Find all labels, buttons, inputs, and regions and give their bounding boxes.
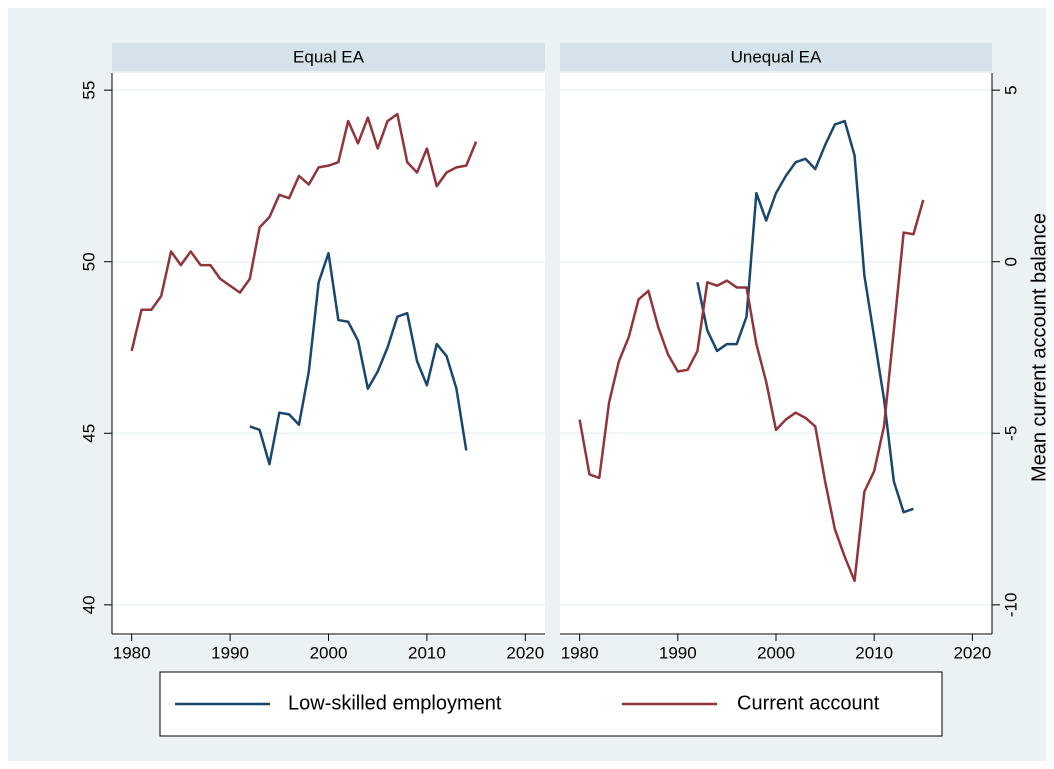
y2-tick-label: 5 [1001, 85, 1020, 94]
series-line [696, 119, 914, 514]
x-tick-label: 2000 [757, 643, 795, 662]
strip [560, 43, 992, 71]
series-line [249, 251, 468, 466]
y2-tick-label: -5 [1001, 426, 1020, 441]
y-tick-label: 45 [79, 424, 98, 443]
x-tick-label: 1980 [113, 643, 151, 662]
x-tick-label: 1990 [211, 643, 249, 662]
x-tick-label: 2020 [953, 643, 991, 662]
y-tick-label: 55 [79, 81, 98, 100]
legend-label: Low-skilled employment [288, 692, 502, 714]
x-tick-label: 2000 [310, 643, 348, 662]
series-line [578, 199, 925, 583]
x-tick-label: 1990 [659, 643, 697, 662]
x-tick-label: 2010 [855, 643, 893, 662]
legend-label: Current account [737, 692, 880, 714]
panel-title: Unequal EA [731, 47, 822, 66]
y2-tick-label: 0 [1001, 257, 1020, 266]
x-tick-label: 1980 [561, 643, 599, 662]
legend-box [159, 671, 943, 737]
x-tick-label: 2010 [408, 643, 446, 662]
series-line [130, 112, 478, 352]
y2-tick-label: -10 [1001, 593, 1020, 618]
y-tick-label: 50 [79, 252, 98, 271]
y2-axis-title: Mean current account balance [1028, 213, 1050, 482]
plot-area [112, 73, 545, 636]
x-tick-label: 2020 [506, 643, 544, 662]
plot-area [560, 73, 992, 636]
y-tick-label: 40 [79, 595, 98, 614]
panel-title: Equal EA [293, 47, 365, 66]
strip [112, 43, 545, 71]
